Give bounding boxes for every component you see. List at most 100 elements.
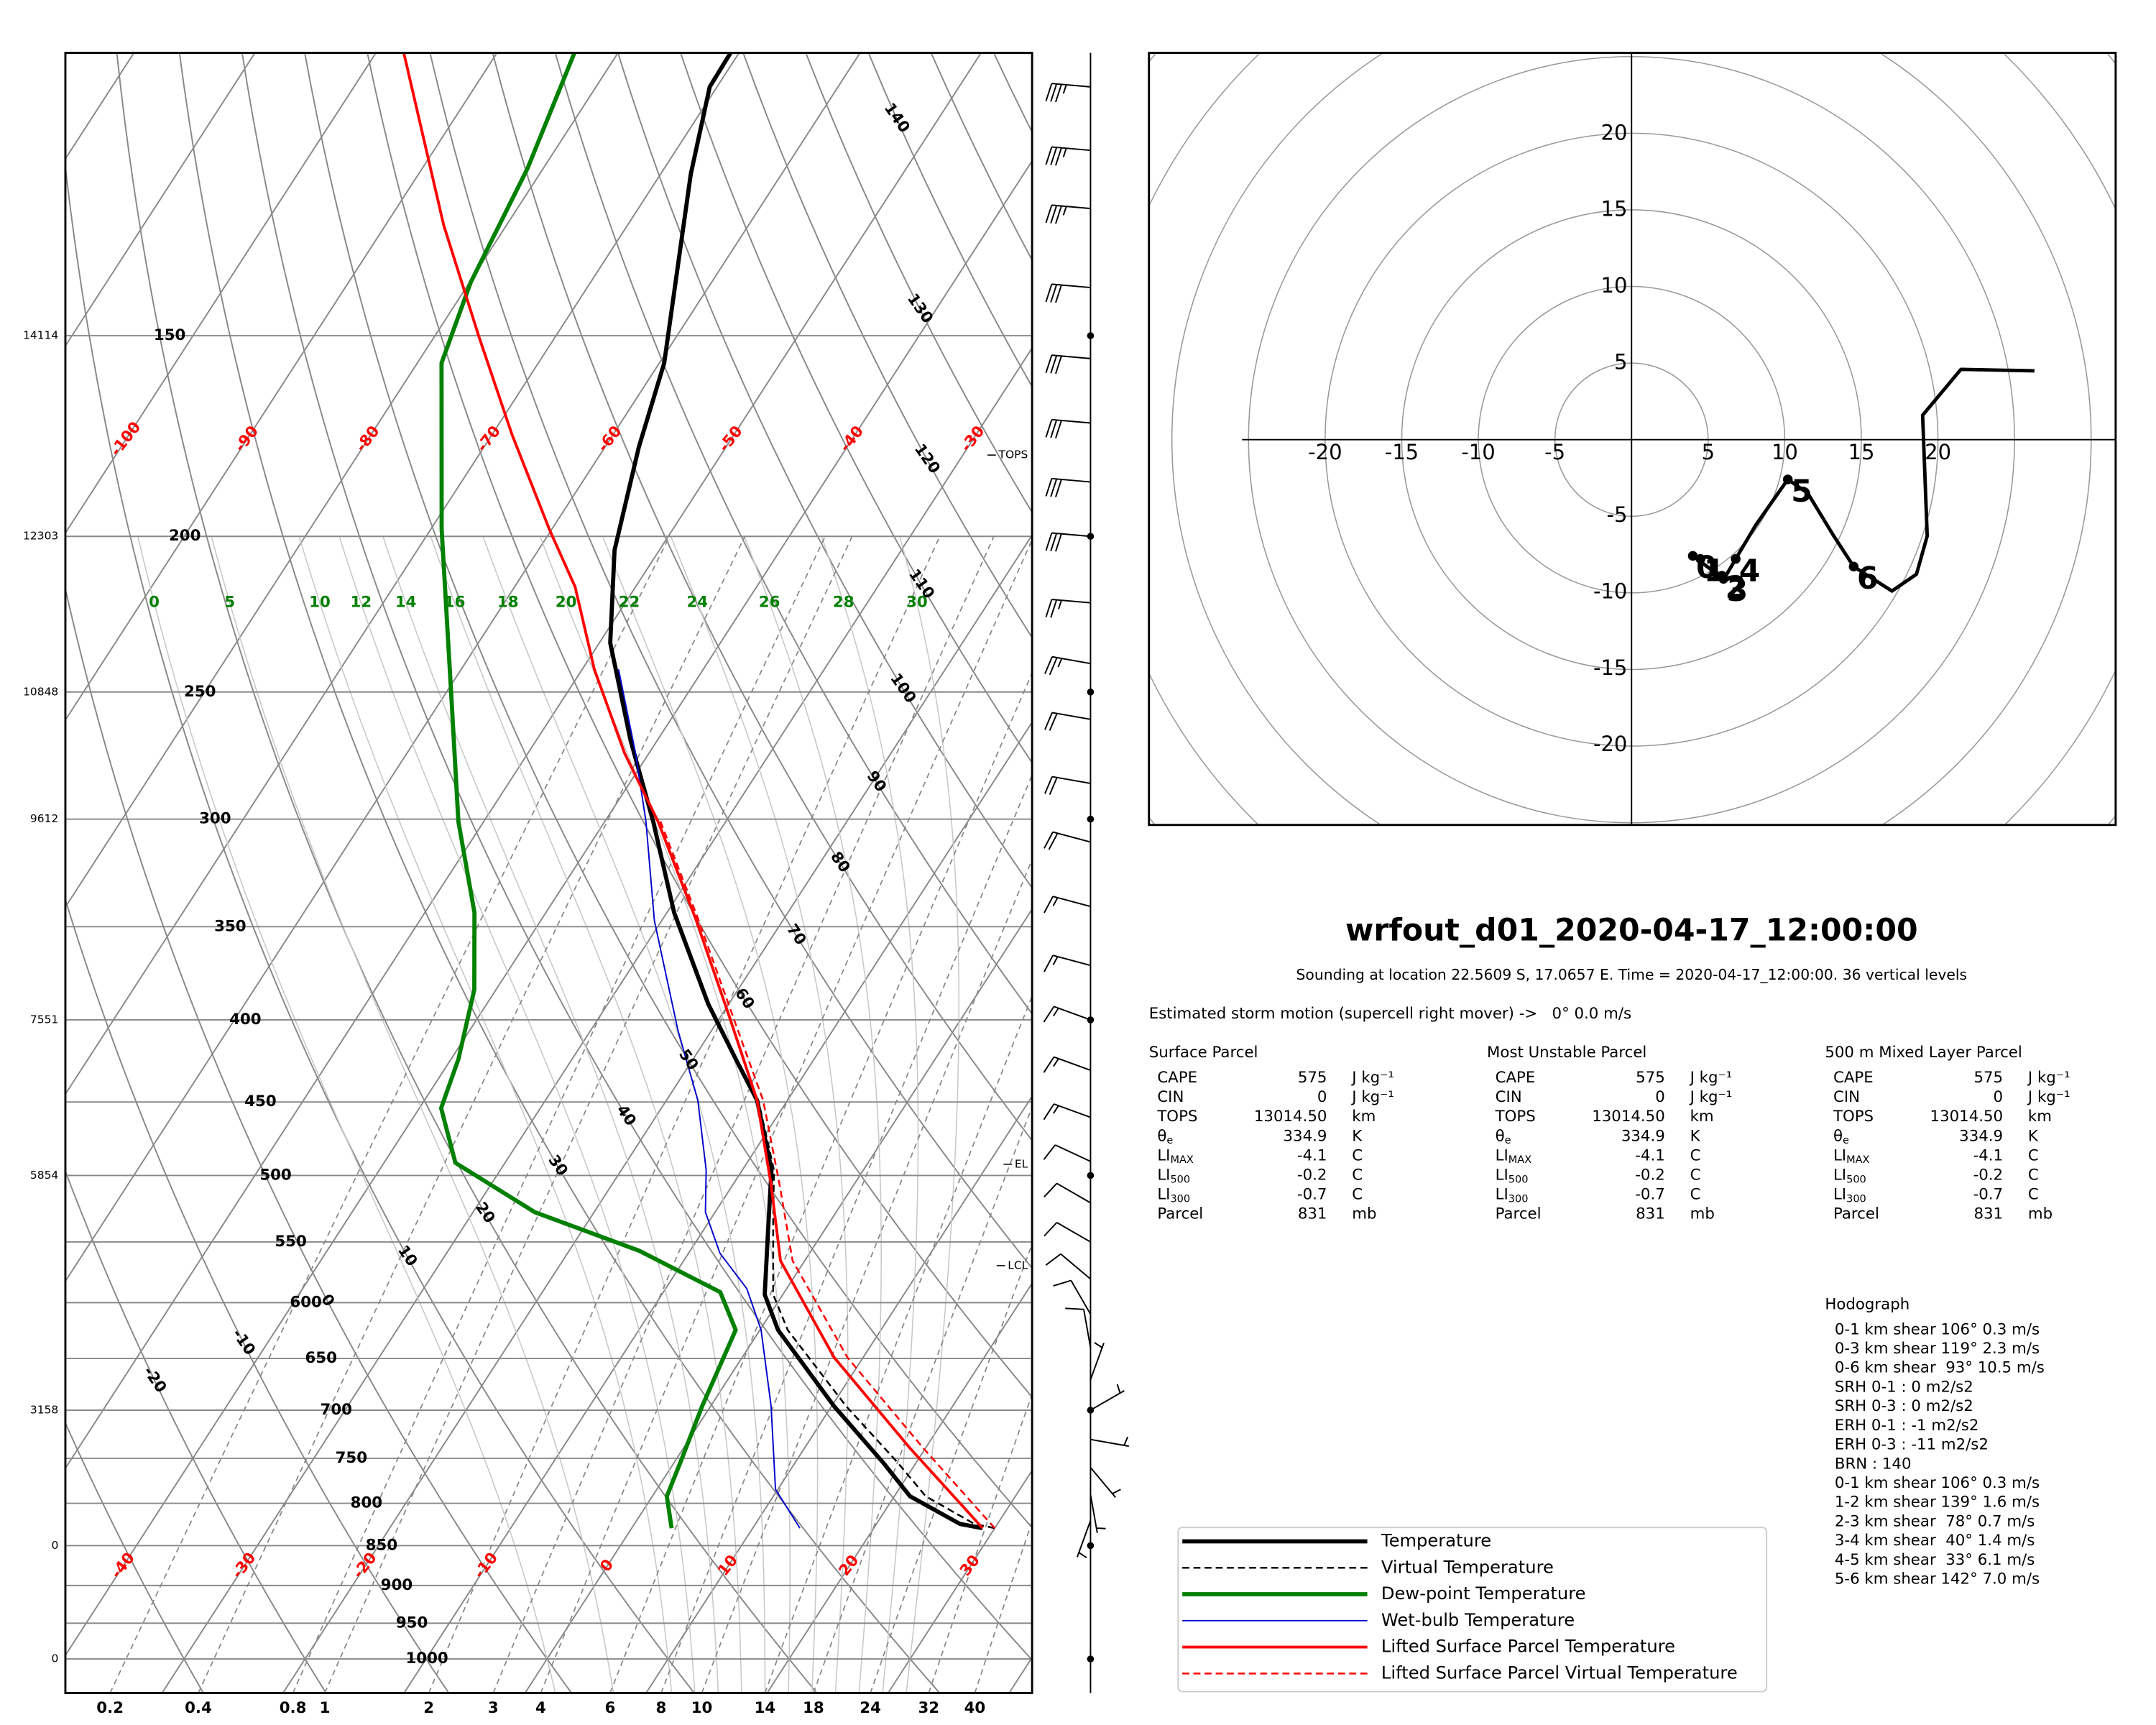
- wind-barb: [1065, 1307, 1092, 1348]
- parcel-row-value: 575: [1298, 1069, 1327, 1087]
- hodograph-marker: [1687, 551, 1698, 561]
- parcel-row-value: 831: [1298, 1205, 1327, 1223]
- height-dot: [1087, 1172, 1095, 1179]
- parcel-row-name-sub: 500: [1846, 1174, 1866, 1185]
- parcel-row-unit: J kg⁻¹: [2027, 1088, 2070, 1106]
- isotherm-label: 30: [957, 1552, 984, 1580]
- parcel-row-name-sub: 300: [1170, 1193, 1190, 1205]
- legend-label: Lifted Surface Parcel Virtual Temperatur…: [1381, 1662, 1738, 1683]
- moist-adiabat-label: 16: [444, 594, 466, 612]
- dry-adiabat-label: 80: [826, 848, 853, 876]
- mixing-ratio-line: [813, 1105, 1033, 1693]
- hodograph-stat: 0-1 km shear 106° 0.3 m/s: [1835, 1320, 2040, 1338]
- mixing-ratio-label: 2: [423, 1699, 434, 1717]
- parcel-row-name-sub: MAX: [1846, 1154, 1869, 1166]
- height-label: 3158: [30, 1403, 58, 1416]
- parcel-row-unit: km: [1352, 1108, 1376, 1126]
- wind-barb: [1045, 532, 1091, 552]
- parcel-row-name-main: CAPE: [1496, 1069, 1536, 1087]
- isotherm-label: -80: [352, 423, 383, 456]
- isotherm-label: -40: [837, 423, 867, 456]
- mixing-ratio-label: 8: [656, 1699, 667, 1717]
- hodograph-stat: 5-6 km shear 142° 7.0 m/s: [1835, 1570, 2040, 1588]
- hodograph-x-tick-label: 20: [1925, 440, 1951, 464]
- moist-adiabat: [743, 535, 882, 1693]
- hodograph-y-tick-label: -20: [1593, 732, 1627, 756]
- moist-adiabat-label: 18: [497, 594, 519, 612]
- parcel-row-unit: C: [1352, 1166, 1363, 1184]
- parcel-row-name-main: TOPS: [1495, 1108, 1536, 1126]
- isotherm: [282, 533, 1033, 1693]
- wind-barb: [1045, 599, 1091, 618]
- dry-adiabat-label: 130: [903, 290, 936, 327]
- isotherm-label: 20: [835, 1552, 862, 1580]
- hodograph-x-tick-label: 15: [1848, 440, 1875, 464]
- parcel-row-unit: C: [1690, 1166, 1701, 1184]
- parcel-row-name: LIMAX: [1833, 1146, 1870, 1166]
- parcel-row-name-sub: 500: [1508, 1174, 1529, 1185]
- isotherm: [65, 52, 377, 535]
- parcel-row-name-main: CAPE: [1157, 1069, 1197, 1087]
- parcel-row-name: LI500: [1157, 1166, 1190, 1185]
- parcel-row-name: LIMAX: [1496, 1146, 1532, 1166]
- wind-barb: [1045, 83, 1091, 103]
- dry-adiabat: [65, 897, 450, 1693]
- pressure-label: 750: [336, 1449, 367, 1467]
- moist-adiabat-label: 28: [833, 594, 854, 612]
- dry-adiabat-label: 20: [471, 1199, 498, 1227]
- parcel-row-name-main: LI: [1496, 1186, 1508, 1204]
- moist-adiabat-label: 10: [309, 594, 331, 612]
- parcel-title: Surface Parcel: [1149, 1044, 1258, 1062]
- height-dot: [1087, 332, 1095, 339]
- parcel-row-name-sub: 500: [1170, 1174, 1190, 1185]
- legend-label: Wet-bulb Temperature: [1381, 1610, 1575, 1630]
- mixing-ratio-label: 4: [535, 1699, 546, 1717]
- level-annotation: EL: [1015, 1157, 1028, 1170]
- parcel-row-name-sub: e: [1166, 1135, 1173, 1146]
- hodograph-stats-title: Hodograph: [1825, 1295, 1909, 1313]
- parcel-row-value: 575: [1636, 1069, 1665, 1087]
- mixing-ratio-label: 0.2: [96, 1699, 124, 1717]
- dry-adiabat: [554, 52, 1033, 1016]
- wind-barb: [1043, 1006, 1091, 1023]
- mixing-ratio-line: [109, 535, 671, 1693]
- isotherm-label: -70: [473, 423, 504, 456]
- mixing-ratio-line: [492, 535, 995, 1693]
- hodograph-stat: 0-6 km shear 93° 10.5 m/s: [1835, 1359, 2045, 1377]
- pressure-label: 350: [214, 917, 246, 935]
- moist-adiabat-label: 12: [351, 594, 372, 612]
- parcel-row-name: LI300: [1496, 1186, 1529, 1205]
- wind-barb: [1043, 1144, 1091, 1162]
- pressure-label: 400: [229, 1011, 261, 1029]
- parcel-row-unit: J kg⁻¹: [1350, 1088, 1394, 1106]
- wind-barb: [1076, 1520, 1092, 1558]
- parcel-row-value: 0: [1994, 1088, 2004, 1106]
- parcel-row-value: 334.9: [1959, 1127, 2003, 1145]
- parcel-row-name: CAPE: [1496, 1069, 1536, 1087]
- pressure-label: 950: [396, 1614, 428, 1632]
- profile-line: [659, 821, 996, 1529]
- parcel-row-name-sub: 300: [1508, 1193, 1529, 1205]
- isotherm-label: -90: [231, 423, 262, 456]
- pressure-label: 850: [366, 1536, 397, 1554]
- wind-barb: [1044, 656, 1091, 676]
- parcel-row-name-main: LI: [1496, 1146, 1508, 1164]
- mixing-ratio-label: 0.8: [280, 1699, 307, 1717]
- mixing-ratio-line: [540, 538, 1033, 1693]
- storm-motion: Estimated storm motion (supercell right …: [1149, 1005, 1631, 1023]
- hodograph-frame: [1148, 52, 2117, 827]
- mixing-ratio-label: 24: [860, 1699, 881, 1717]
- wind-barb: [1044, 954, 1091, 972]
- parcel-row-name: CIN: [1833, 1088, 1860, 1106]
- hodograph-ring: [1148, 52, 2116, 825]
- mixing-ratio-line: [609, 671, 1033, 1693]
- parcel-row-unit: C: [2028, 1186, 2039, 1204]
- wind-barb: [1089, 1384, 1125, 1411]
- isotherm: [65, 52, 619, 908]
- parcel-row-name-main: Parcel: [1496, 1205, 1542, 1223]
- parcel-row-name: TOPS: [1833, 1108, 1874, 1126]
- dry-adiabat-label: 60: [731, 985, 757, 1013]
- wind-barb: [1045, 283, 1091, 303]
- height-dot: [1087, 533, 1095, 540]
